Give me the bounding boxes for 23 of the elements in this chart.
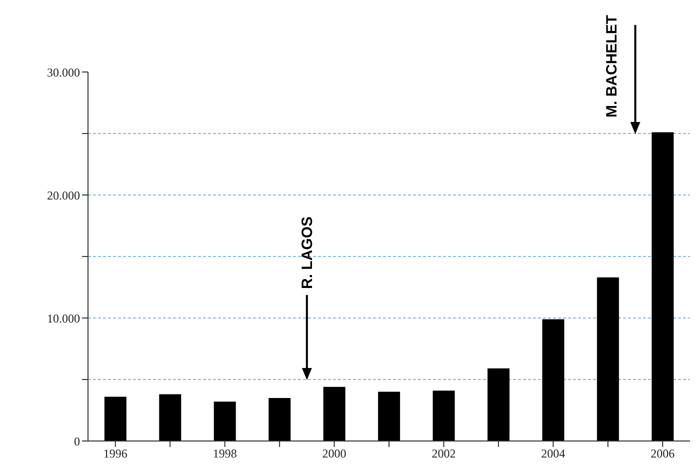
bar	[596, 277, 619, 441]
annotation: R. LAGOS	[299, 216, 316, 289]
y-tick-label: 20.000	[47, 188, 80, 202]
bar	[542, 319, 564, 441]
bar	[652, 132, 674, 441]
bar	[323, 386, 346, 441]
x-tick-label: 2006	[650, 446, 675, 461]
bar	[488, 368, 510, 441]
y-tick-label: 10.000	[47, 311, 80, 326]
x-tick-label: 1998	[212, 446, 237, 461]
bar	[432, 390, 455, 441]
bar	[378, 392, 400, 441]
x-tick-label: 2004	[541, 446, 566, 461]
bar	[268, 398, 291, 441]
y-tick-label: 0	[74, 434, 80, 448]
bar	[104, 396, 126, 441]
bar	[159, 394, 182, 441]
x-tick-label: 1996	[103, 446, 128, 461]
x-tick-label: 2002	[432, 446, 456, 461]
y-tick-label: 30.000	[47, 65, 80, 80]
x-tick-label: 2000	[322, 446, 346, 461]
annotation: M. BACHELET	[604, 15, 621, 118]
bar	[214, 402, 236, 441]
